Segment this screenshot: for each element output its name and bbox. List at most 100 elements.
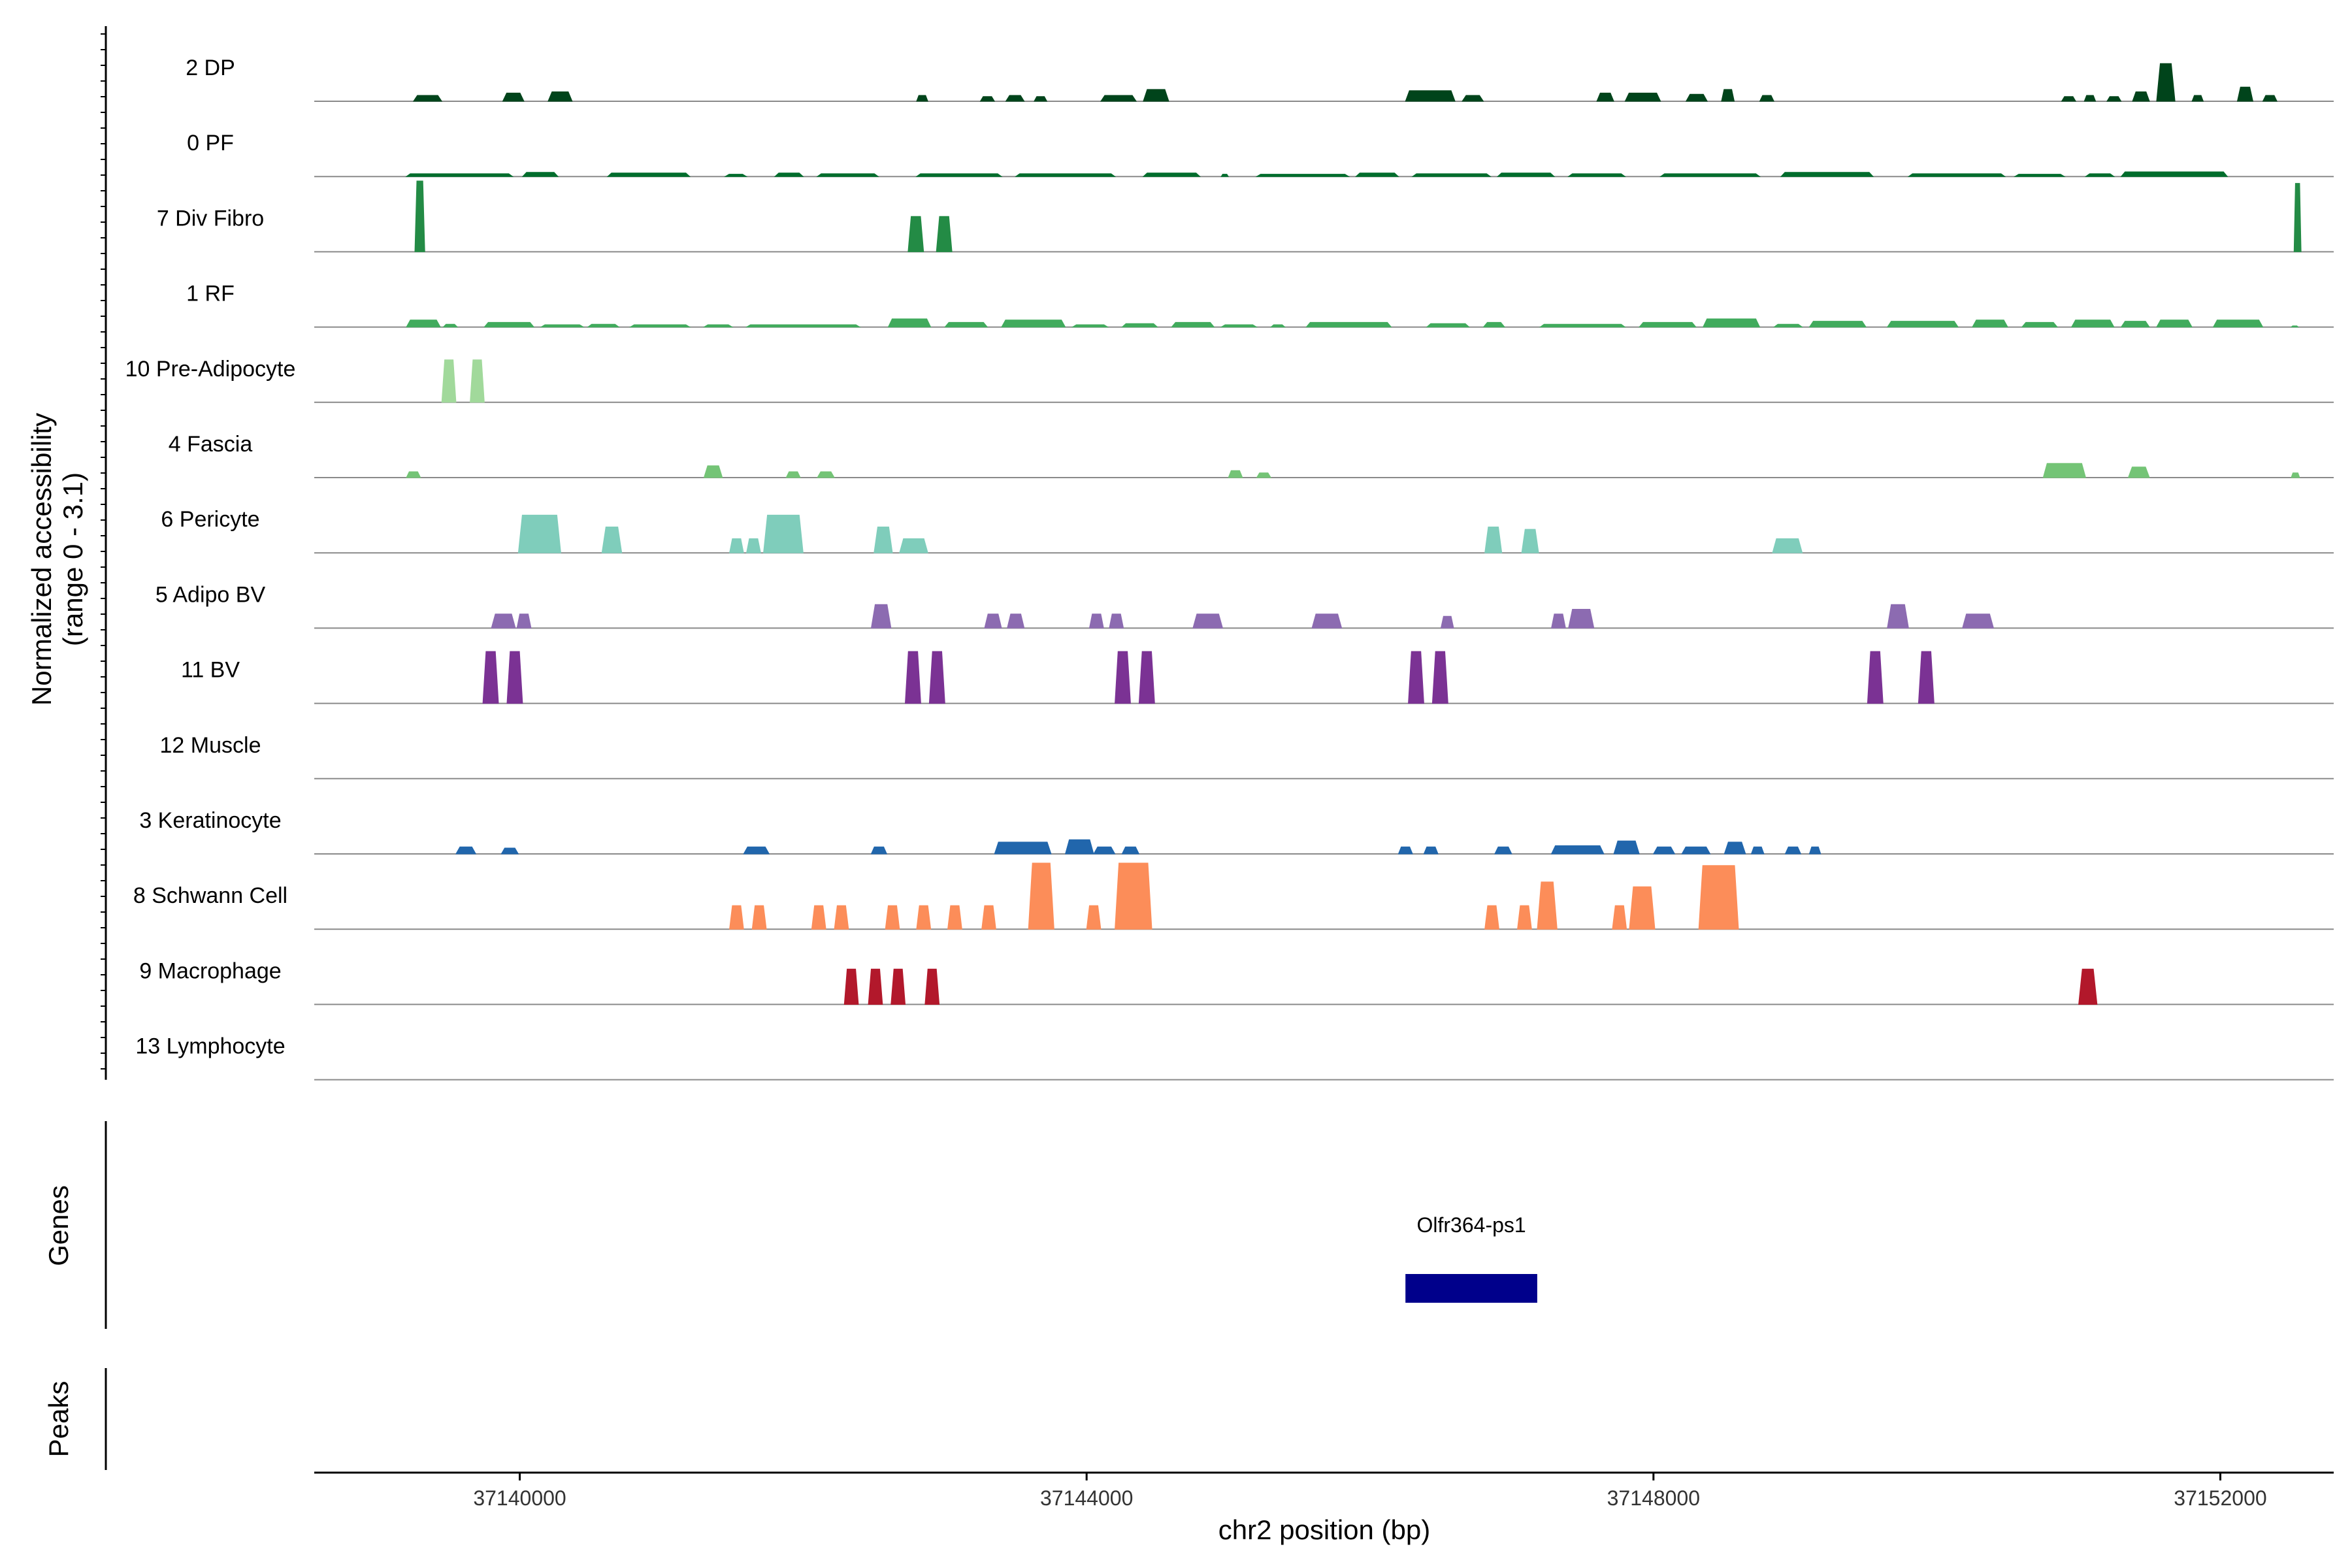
- coverage-peak: [1567, 173, 1626, 177]
- coverage-peak: [1482, 321, 1506, 328]
- track-label: 8 Schwann Cell: [133, 883, 287, 908]
- coverage-peak: [947, 905, 962, 930]
- coverage-peak: [703, 465, 723, 478]
- coverage-peak: [601, 527, 623, 553]
- coverage-peak: [729, 905, 744, 930]
- coverage-peak: [1613, 840, 1640, 855]
- coverage-peak: [994, 841, 1052, 855]
- coverage-peak: [540, 324, 585, 328]
- coverage-peak: [1681, 846, 1711, 855]
- coverage-peak: [1015, 173, 1117, 177]
- track-10-pre-adipocyte: 10 Pre-Adipocyte: [125, 357, 2334, 403]
- coverage-peak: [1808, 321, 1867, 328]
- coverage-peak: [2084, 173, 2115, 177]
- coverage-peak: [2212, 319, 2264, 328]
- coverage-peak: [887, 318, 932, 328]
- coverage-peak: [1269, 324, 1286, 328]
- coverage-peak: [816, 173, 879, 177]
- coverage-peak: [843, 968, 859, 1005]
- coverage-peak: [1143, 89, 1169, 102]
- coverage-peak: [904, 651, 921, 704]
- x-tick-label: 37148000: [1607, 1486, 1700, 1510]
- coverage-peak: [785, 471, 801, 478]
- coverage-peak: [1612, 905, 1627, 930]
- coverage-peak: [981, 905, 996, 930]
- coverage-peak: [587, 323, 620, 328]
- coverage-peak: [1256, 472, 1272, 478]
- coverage-peak: [1121, 846, 1140, 855]
- x-tick-label: 37152000: [2174, 1486, 2266, 1510]
- track-label: 4 Fascia: [169, 432, 253, 457]
- coverage-peak: [1423, 846, 1439, 855]
- peaks-panel-title: Peaks: [43, 1381, 74, 1458]
- coverage-peak: [1462, 95, 1484, 102]
- track-2-dp: 2 DP: [186, 56, 2334, 102]
- coverage-peak: [1220, 324, 1258, 328]
- coverage-peak: [2120, 171, 2229, 177]
- coverage-peak: [899, 538, 928, 553]
- coverage-peak: [1005, 95, 1025, 102]
- coverage-peak: [702, 324, 734, 328]
- track-label: 7 Div Fibro: [157, 206, 264, 231]
- coverage-peak: [915, 173, 1003, 177]
- track-label: 0 PF: [187, 131, 234, 155]
- coverage-peak: [1537, 881, 1558, 930]
- coverage-peak: [1494, 846, 1512, 855]
- coverage-peak: [1142, 172, 1201, 177]
- track-3-keratinocyte: 3 Keratinocyte: [139, 808, 2334, 855]
- coverage-peak: [1550, 845, 1605, 855]
- coverage-peak: [1431, 651, 1448, 704]
- coverage-peak: [924, 968, 940, 1005]
- track-5-adipo-bv: 5 Adipo BV: [155, 582, 2334, 629]
- coverage-peak: [2191, 95, 2204, 102]
- coverage-peak: [1088, 613, 1104, 629]
- coverage-peak: [2236, 86, 2254, 102]
- coverage-peak: [1652, 846, 1676, 855]
- coverage-peak: [817, 471, 835, 478]
- track-0-pf: 0 PF: [187, 131, 2334, 178]
- coverage-peak: [547, 91, 573, 102]
- track-12-muscle: 12 Muscle: [160, 733, 2334, 779]
- coverage-peak: [442, 323, 459, 328]
- genes-panel-title: Genes: [43, 1185, 74, 1266]
- coverage-peak: [1411, 173, 1492, 177]
- coverage-peak: [1521, 529, 1539, 553]
- coverage-peak: [2042, 463, 2087, 478]
- coverage-peak: [500, 847, 519, 855]
- coverage-peak: [1972, 319, 2008, 328]
- coverage-peak: [491, 613, 516, 629]
- coverage-peak: [1721, 89, 1735, 102]
- coverage-peak: [2156, 63, 2176, 102]
- coverage-peak: [1702, 318, 1761, 328]
- coverage-peak: [870, 604, 892, 629]
- coverage-peak: [1867, 651, 1884, 704]
- coverage-peak: [606, 172, 691, 177]
- genes-panel: Genes Olfr364-ps1: [43, 1121, 1537, 1329]
- coverage-peak: [483, 321, 535, 328]
- track-label: 11 BV: [181, 658, 240, 683]
- coverage-peak: [984, 613, 1002, 629]
- coverage-peak: [874, 527, 893, 553]
- track-7-div-fibro: 7 Div Fibro: [157, 180, 2334, 253]
- coverage-peak: [506, 651, 523, 704]
- track-8-schwann-cell: 8 Schwann Cell: [133, 862, 2334, 930]
- coverage-peak: [1138, 651, 1155, 704]
- coverage-peak: [728, 538, 744, 553]
- coverage-peak: [441, 359, 457, 403]
- coverage-peak: [907, 216, 924, 252]
- coverage-peak: [1517, 905, 1532, 930]
- track-6-pericyte: 6 Pericyte: [161, 507, 2334, 554]
- coverage-peak: [406, 471, 421, 478]
- y-axis-title-range: (range 0 - 3.1): [57, 472, 88, 646]
- coverage-peak: [1093, 846, 1116, 855]
- coverage-peak: [1772, 538, 1803, 553]
- coverage-peak: [406, 319, 441, 328]
- track-label: 13 Lymphocyte: [135, 1034, 285, 1059]
- coverage-peak: [724, 174, 748, 177]
- coverage-peak: [482, 651, 499, 704]
- coverage-peak: [1685, 93, 1708, 102]
- coverage-peak: [2083, 95, 2097, 102]
- coverage-peak: [516, 613, 532, 629]
- coverage-peak: [870, 846, 888, 855]
